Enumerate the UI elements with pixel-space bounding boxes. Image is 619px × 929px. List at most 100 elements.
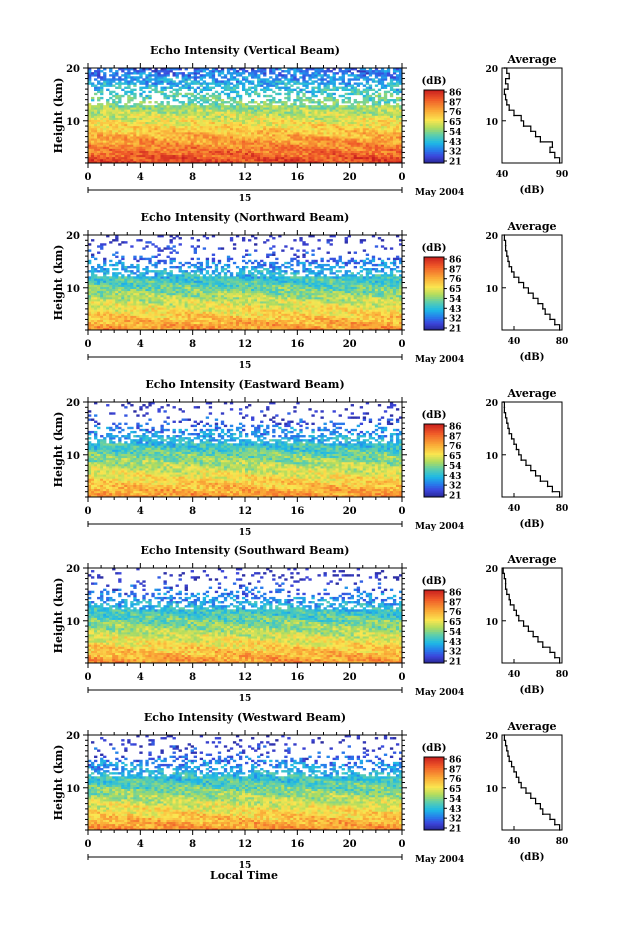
colorbar-tick-label: 32: [449, 482, 462, 492]
colorbar-tick-label: 54: [449, 462, 462, 472]
colorbar-segment: [424, 822, 444, 826]
avg-profile-point: [513, 114, 515, 117]
x-tick-label: 0: [85, 339, 92, 350]
colorbar-tick-label: 86: [449, 589, 462, 599]
colorbar-tick-label: 21: [449, 825, 462, 835]
colorbar-segment: [424, 809, 444, 813]
avg-x-tick-label: 80: [556, 837, 569, 847]
colorbar-tick-label: 54: [449, 795, 462, 805]
avg-profile-point: [508, 265, 511, 268]
avg-y-tick-label: 10: [485, 452, 498, 462]
colorbar-segment: [424, 771, 444, 774]
avg-profile-point: [503, 577, 506, 580]
colorbar-segment: [424, 639, 444, 642]
colorbar-segment: [424, 121, 444, 124]
colorbar-segment: [424, 458, 444, 462]
avg-profile-point: [558, 662, 561, 664]
avg-y-tick-label: 10: [485, 785, 498, 795]
colorbar-segment: [424, 661, 444, 664]
avg-title: Average: [506, 720, 556, 733]
colorbar-unit: (dB): [422, 743, 447, 754]
colorbar-segment: [424, 293, 444, 296]
avg-x-label: (dB): [520, 352, 545, 363]
avg-x-label: (dB): [520, 519, 545, 530]
avg-profile-point: [507, 260, 509, 263]
avg-profile-point: [504, 588, 507, 590]
avg-y-tick-label: 10: [485, 618, 498, 628]
colorbar-segment: [424, 424, 444, 427]
colorbar-segment: [424, 489, 444, 493]
colorbar-segment: [424, 308, 444, 311]
colorbar-segment: [424, 495, 444, 498]
colorbar-unit: (dB): [422, 576, 447, 587]
avg-profile-point: [503, 234, 506, 236]
colorbar-segment: [424, 471, 444, 474]
avg-x-tick-label: 40: [508, 337, 521, 347]
colorbar-segment: [424, 793, 444, 796]
colorbar-tick-label: 86: [449, 89, 462, 99]
colorbar-segment: [424, 480, 444, 483]
colorbar-segment: [424, 817, 444, 820]
panel-5: Echo Intensity (Westward Beam)1020Height…: [52, 711, 568, 871]
avg-profile-point: [508, 77, 511, 80]
colorbar-segment: [424, 258, 444, 262]
colorbar-segment: [424, 100, 444, 104]
colorbar-segment: [424, 271, 444, 274]
colorbar-tick-label: 87: [449, 265, 462, 275]
avg-profile-point: [537, 641, 539, 643]
x-tick-label: 4: [137, 172, 144, 183]
colorbar-tick-label: 54: [449, 128, 462, 138]
date-label: May 2004: [415, 355, 464, 365]
colorbar-segment: [424, 277, 444, 280]
colorbar-tick-label: 43: [449, 638, 462, 648]
colorbar-segment: [424, 122, 444, 126]
avg-profile-point: [503, 734, 506, 736]
colorbar-segment: [424, 608, 444, 611]
colorbar-segment: [424, 328, 444, 331]
avg-profile-point: [504, 98, 507, 101]
colorbar-segment: [424, 449, 444, 452]
avg-profile-point: [534, 475, 537, 477]
colorbar-segment: [424, 427, 444, 430]
colorbar-segment: [424, 99, 444, 102]
colorbar-segment: [424, 445, 444, 449]
colorbar-segment: [424, 602, 444, 606]
avg-title: Average: [506, 220, 556, 233]
colorbar-segment: [424, 306, 444, 309]
avg-profile-point: [542, 646, 544, 648]
colorbar-segment: [424, 815, 444, 818]
colorbar-segment: [424, 159, 444, 162]
x-tick-label: 0: [85, 839, 92, 850]
colorbar-segment: [424, 791, 444, 794]
colorbar-segment: [424, 128, 444, 131]
avg-x-label: (dB): [520, 685, 545, 696]
day-label: 15: [239, 861, 252, 871]
colorbar-segment: [424, 97, 444, 100]
avg-profile-point: [503, 93, 506, 96]
colorbar-segment: [424, 264, 444, 267]
avg-profile-line: [503, 735, 561, 830]
colorbar-segment: [424, 624, 444, 627]
colorbar-segment: [424, 275, 444, 278]
colorbar-segment: [424, 309, 444, 313]
date-label: May 2004: [415, 688, 464, 698]
avg-profile-point: [530, 469, 532, 472]
colorbar-segment: [424, 764, 444, 767]
colorbar-tick-label: 65: [449, 285, 462, 295]
colorbar-segment: [424, 433, 444, 436]
colorbar-segment: [424, 438, 444, 441]
avg-profile-point: [515, 776, 518, 778]
colorbar-tick-label: 76: [449, 442, 462, 452]
colorbar-tick-label: 87: [449, 598, 462, 608]
colorbar-tick-label: 54: [449, 628, 462, 638]
avg-profile-point: [532, 635, 534, 638]
x-tick-label: 20: [343, 672, 357, 683]
avg-x-tick-label: 80: [556, 504, 569, 514]
x-tick-label: 4: [137, 839, 144, 850]
colorbar-segment: [424, 119, 444, 122]
colorbar-segment: [424, 622, 444, 626]
colorbar-tick-label: 65: [449, 452, 462, 462]
avg-profile-point: [539, 808, 542, 810]
colorbar-tick-label: 21: [449, 325, 462, 335]
colorbar-tick-label: 54: [449, 295, 462, 305]
